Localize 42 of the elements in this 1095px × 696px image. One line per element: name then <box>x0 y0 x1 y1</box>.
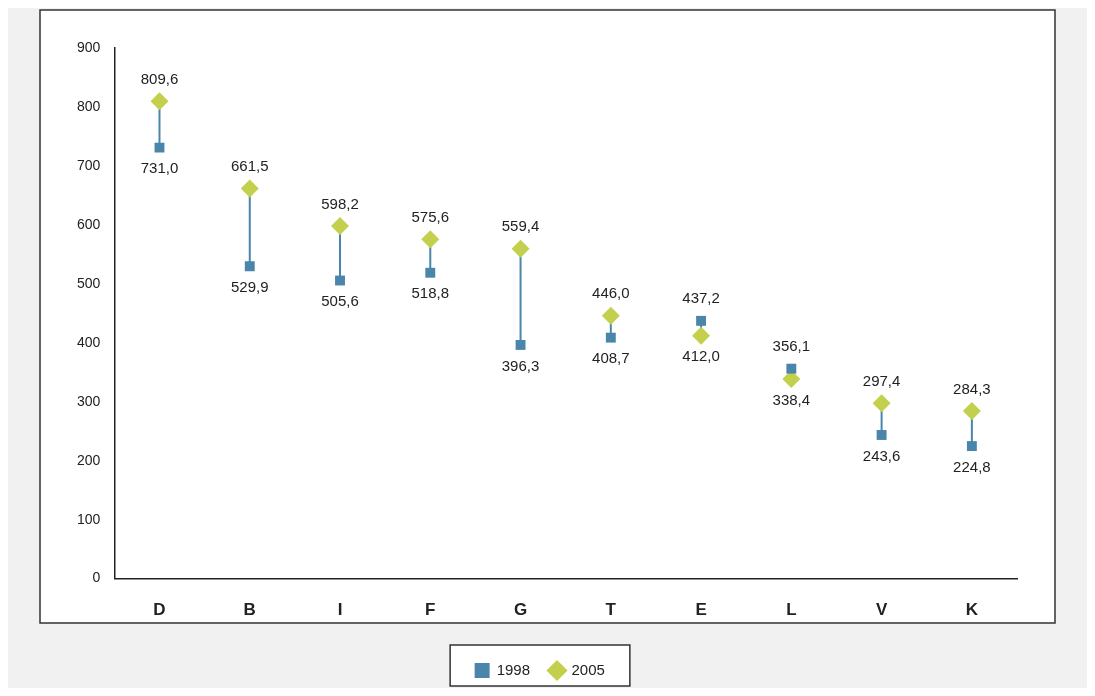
data-label: 408,7 <box>592 349 630 367</box>
data-label: 809,6 <box>140 69 179 87</box>
y-tick-label: 500 <box>77 274 101 291</box>
x-tick-label: D <box>153 600 166 620</box>
x-tick-label: G <box>513 600 528 620</box>
data-label: 505,6 <box>321 292 359 310</box>
data-label: 437,2 <box>682 289 720 307</box>
data-label: 731,0 <box>140 159 179 177</box>
x-tick-label: L <box>786 600 797 620</box>
x-tick-label: F <box>425 600 436 620</box>
y-tick-label: 900 <box>77 38 101 55</box>
x-tick-label: K <box>965 600 979 620</box>
data-label: 396,3 <box>501 356 540 374</box>
y-tick-label: 300 <box>77 392 101 409</box>
y-tick-label: 0 <box>92 569 101 586</box>
data-label: 297,4 <box>862 371 901 389</box>
legend-label: 1998 <box>496 660 531 678</box>
y-tick-label: 400 <box>77 333 101 350</box>
x-tick-label: V <box>875 600 888 620</box>
data-label: 284,3 <box>953 379 991 397</box>
data-label: 518,8 <box>411 284 450 302</box>
x-tick-label: T <box>605 600 617 620</box>
data-label: 598,2 <box>321 194 359 212</box>
data-label: 412,0 <box>682 347 720 365</box>
data-label: 559,4 <box>501 217 540 235</box>
y-tick-label: 600 <box>77 215 101 232</box>
data-label: 338,4 <box>772 390 811 408</box>
data-label: 529,9 <box>230 277 269 295</box>
y-tick-label: 100 <box>77 510 101 527</box>
data-label: 243,6 <box>862 446 901 464</box>
data-label: 224,8 <box>953 457 991 475</box>
x-tick-label: I <box>337 600 343 620</box>
data-label: 575,6 <box>411 207 450 225</box>
data-label: 356,1 <box>772 337 811 355</box>
y-tick-label: 700 <box>77 156 101 173</box>
y-tick-label: 200 <box>77 451 101 468</box>
y-tick-label: 800 <box>77 97 101 114</box>
legend-label: 2005 <box>571 660 605 678</box>
x-tick-label: B <box>243 600 256 620</box>
data-label: 661,5 <box>230 157 269 175</box>
data-label: 446,0 <box>592 284 630 302</box>
x-tick-label: E <box>695 600 707 620</box>
